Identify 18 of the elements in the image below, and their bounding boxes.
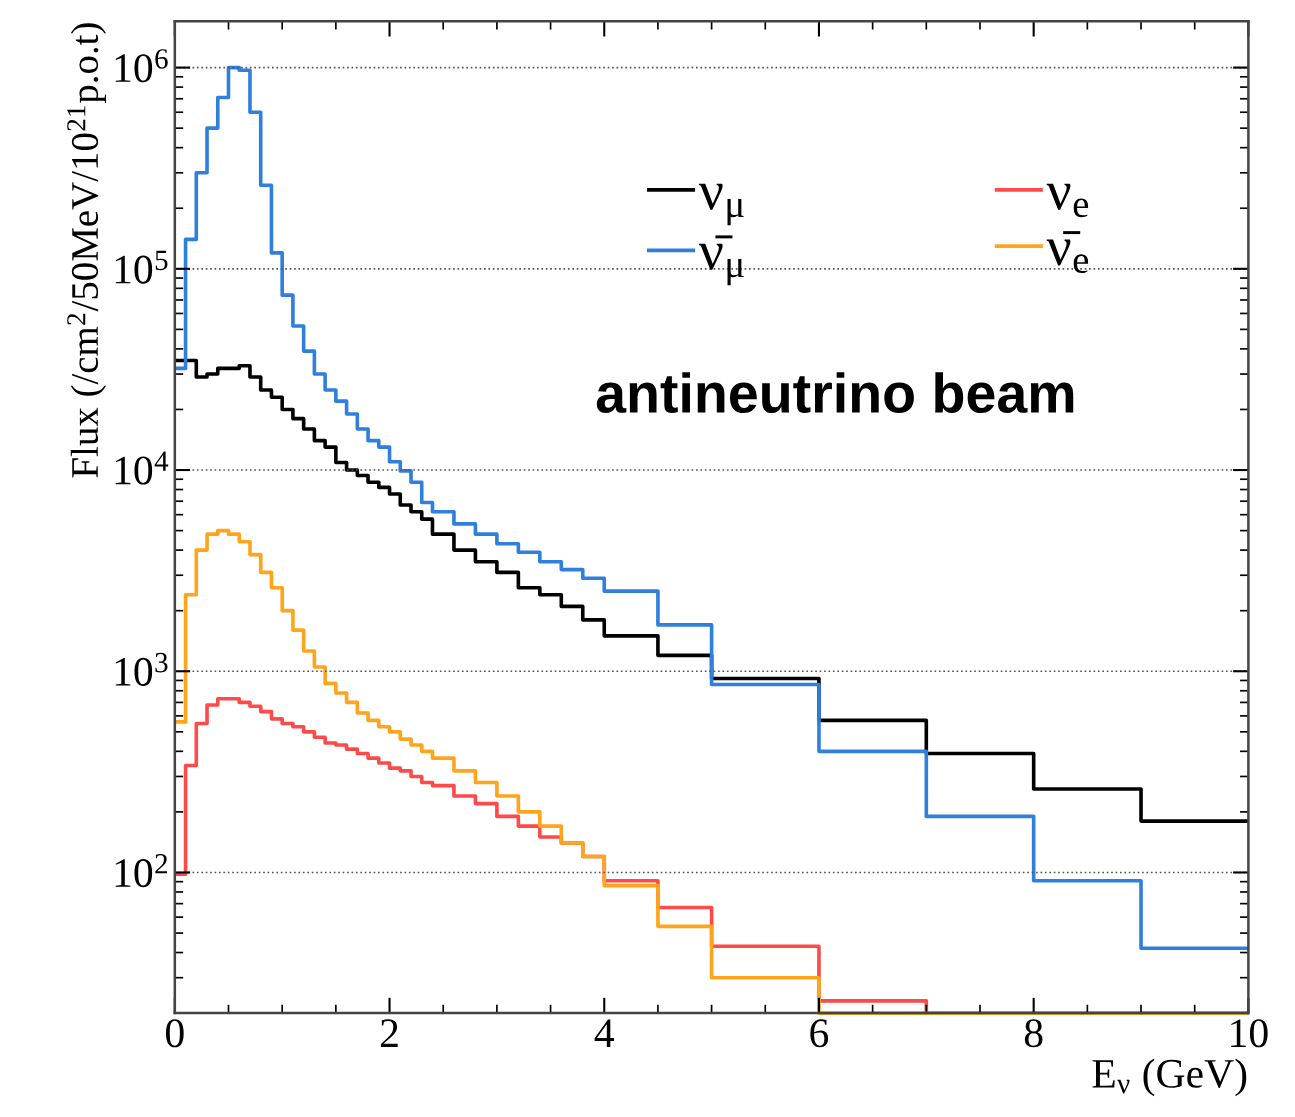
x-tick-label: 6 [810, 1019, 829, 1048]
y-axis-title: Flux (/cm$^{2}$/50MeV/10$^{21}$p.o.t) [67, 23, 107, 478]
x-axis-title: E$_{ν}$ (GeV) [1092, 1058, 1247, 1097]
x-tick-label: 4 [594, 1019, 615, 1047]
x-tick-label: 0 [166, 1019, 184, 1048]
y-tick-label: 10$^{2}$ [115, 854, 168, 888]
x-tick-label: 10 [1231, 1019, 1268, 1048]
legend-label: ν$_{e}$ [1046, 183, 1089, 218]
y-tick-label: 10$^{5}$ [115, 250, 168, 284]
x-tick-label: 2 [380, 1019, 398, 1047]
annotation: antineutrino beam [596, 372, 1074, 414]
legend-label: ν̄$_{μ}$ [698, 235, 744, 286]
y-tick-label: 10$^{6}$ [115, 49, 168, 83]
y-tick-label: 10$^{4}$ [115, 451, 169, 485]
x-tick-label: 8 [1024, 1019, 1043, 1048]
y-tick-label: 10$^{3}$ [115, 652, 168, 686]
legend-label: ν̄$_{e}$ [1046, 231, 1089, 274]
legend-label: ν$_{μ}$ [698, 183, 744, 226]
